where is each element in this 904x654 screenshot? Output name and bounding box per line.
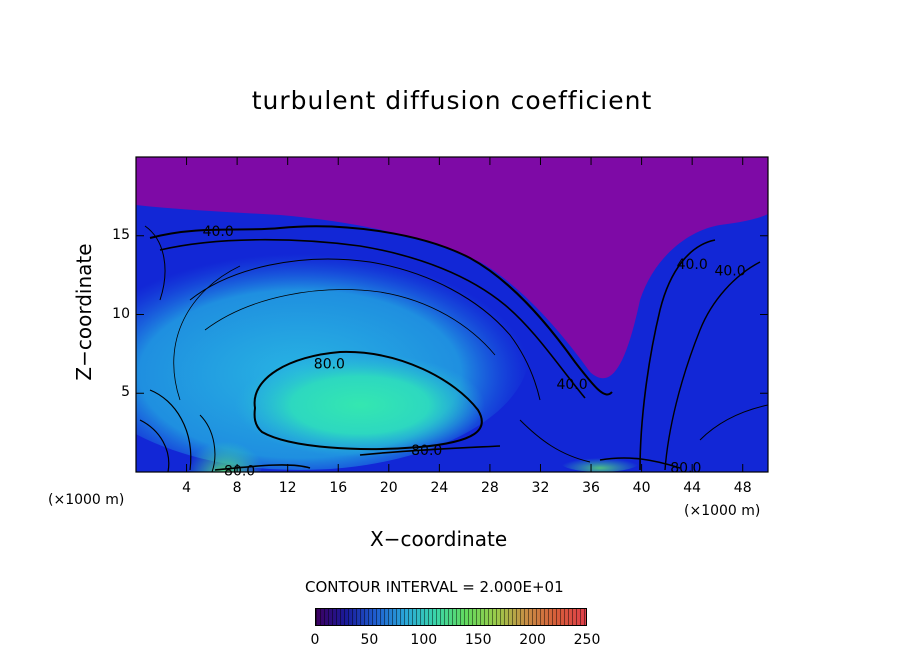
y-tick-label: 5: [121, 384, 130, 401]
x-tick-label: 32: [531, 480, 550, 496]
colorbar-stripes: [316, 609, 586, 625]
contour-label: 80.0: [224, 463, 255, 479]
contour-interval-text: CONTOUR INTERVAL = 2.000E+01: [305, 578, 564, 596]
x-axis-unit-left: (×1000 m): [48, 492, 125, 508]
x-tick-label: 4: [182, 480, 192, 496]
contour-label: 80.0: [411, 443, 442, 459]
x-tick-label: 20: [379, 480, 398, 496]
colorbar: [315, 608, 587, 626]
x-tick-label: 12: [278, 480, 297, 496]
colorbar-tick-label: 150: [464, 632, 492, 648]
colorbar-tick-label: 100: [410, 632, 438, 648]
colorbar-tick-label: 0: [310, 632, 320, 648]
x-tick-label: 48: [733, 480, 752, 496]
colorbar-tick-label: 250: [573, 632, 601, 648]
contour-label: 80.0: [314, 356, 345, 372]
y-axis-label: Z−coordinate: [72, 243, 96, 381]
peak-intensity-region: [235, 353, 485, 457]
contour-label: 40.0: [714, 263, 745, 279]
field-layer: [136, 157, 768, 472]
y-tick-label: 15: [112, 226, 130, 243]
contour-lines: [139, 225, 768, 472]
chart-title: turbulent diffusion coefficient: [251, 86, 653, 115]
x-axis-unit-right: (×1000 m): [684, 503, 761, 519]
x-tick-label: 40: [632, 480, 651, 496]
contour-label: 40.0: [203, 224, 234, 240]
x-tick-label: 44: [683, 480, 702, 496]
contour-label: 40.0: [556, 377, 587, 393]
x-tick-label: 8: [232, 480, 242, 496]
colorbar-tick-label: 200: [519, 632, 546, 648]
x-axis-label: X−coordinate: [370, 527, 508, 551]
x-axis-ticks: [186, 157, 744, 472]
x-tick-label: 16: [329, 480, 348, 496]
y-tick-label: 10: [112, 305, 130, 322]
surface-high-region: [185, 420, 265, 472]
x-tick-label: 28: [480, 480, 499, 496]
y-axis-ticks: [136, 235, 768, 394]
contour-label-layer: 40.0 80.0 80.0 80.0 40.0 40.0 40.0 80.0: [203, 224, 746, 479]
contour-label: 80.0: [670, 460, 701, 476]
contour-label: 40.0: [677, 257, 708, 273]
x-tick-label: 36: [582, 480, 600, 496]
surface-high-region-2: [560, 452, 640, 472]
x-tick-label: 24: [430, 480, 449, 496]
colorbar-tick-label: 50: [360, 632, 379, 648]
